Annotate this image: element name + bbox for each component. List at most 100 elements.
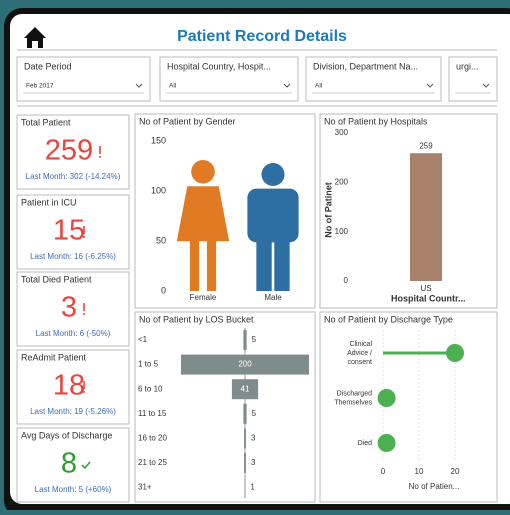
- figure-leg: [274, 227, 290, 291]
- category-label: 6 to 10: [138, 384, 163, 393]
- kpi-value: 15: [53, 215, 85, 247]
- filter[interactable]: Date Period Feb 2017: [16, 56, 151, 102]
- filter-box: [159, 56, 299, 102]
- funnel-bar: [243, 403, 247, 424]
- home-icon[interactable]: [24, 27, 46, 48]
- x-axis-label: Hospital Countr...: [391, 293, 466, 303]
- data-label: 5: [252, 409, 257, 418]
- data-label: 3: [251, 434, 256, 443]
- filter-value: All: [169, 83, 177, 90]
- filter-box: [305, 56, 442, 102]
- data-label: 3: [251, 458, 256, 467]
- x-tick-label: 20: [451, 467, 460, 476]
- check-icon: [81, 461, 91, 470]
- y-tick-label: 200: [335, 177, 349, 186]
- filter-box: [448, 56, 498, 102]
- kpi-value: 18: [53, 370, 85, 402]
- kpi-value: 259: [45, 135, 93, 167]
- data-label: 41: [241, 384, 250, 393]
- funnel-bar: [231, 379, 259, 400]
- filter-box: [16, 56, 151, 102]
- y-tick-label: 0: [344, 276, 349, 285]
- kpi-comparison: Last Month: 19 (-5.26%): [30, 407, 116, 416]
- y-axis-label: No of Patinet: [323, 182, 333, 238]
- category-label: 31+: [138, 483, 152, 492]
- x-tick-label: 10: [415, 467, 424, 476]
- funnel-bar: [244, 428, 246, 449]
- x-tick-label: Male: [264, 293, 282, 302]
- filter-label: urgi...: [456, 61, 479, 71]
- dropdown-chevron: [482, 83, 490, 88]
- chart: No of Patient by Hospitals 0 100 200 300 No o…: [323, 116, 465, 303]
- y-tick-label: 100: [335, 227, 349, 236]
- x-tick-label: Female: [190, 293, 217, 302]
- data-label: 5: [252, 335, 257, 344]
- filter-label: Date Period: [24, 61, 72, 71]
- funnel-bar: [181, 354, 309, 375]
- x-tick-label: US: [420, 284, 431, 293]
- kpi-comparison: Last Month: 5 (+60%): [35, 485, 112, 494]
- funnel-bar: [244, 453, 246, 473]
- data-label: 200: [238, 360, 252, 369]
- lollipop-dot: [446, 344, 464, 362]
- category-label: Clinical Advice / consent: [347, 341, 372, 366]
- gender-figure: [176, 160, 230, 291]
- chart: No of Patient by Discharge Type 0 10 20 Clin…: [324, 314, 464, 491]
- kpi-label: Avg Days of Discharge: [21, 430, 112, 440]
- y-tick-label: 50: [156, 235, 166, 245]
- alert-icon: [83, 236, 85, 238]
- category-label: <1: [138, 335, 148, 344]
- figure-leg: [206, 238, 217, 291]
- category-label: Discharged Themselves: [334, 390, 372, 406]
- category-label: 11 to 15: [138, 409, 167, 418]
- figure-leg: [189, 238, 200, 291]
- kpi-comparison: Last Month: 302 (-14.24%): [26, 172, 121, 181]
- chart-title: No of Patient by LOS Bucket: [139, 314, 254, 324]
- y-tick-label: 0: [161, 285, 166, 295]
- kpi-comparison: Last Month: 6 (-50%): [36, 329, 111, 338]
- category-label: 1 to 5: [138, 360, 159, 369]
- filter-label: Hospital Country, Hospit...: [167, 61, 271, 71]
- bar: [410, 153, 442, 281]
- kpi-value: 3: [61, 292, 77, 324]
- lollipop: [383, 344, 464, 362]
- chart-title: No of Patient by Discharge Type: [324, 314, 453, 324]
- figure-body: [176, 186, 230, 242]
- kpi-label: Total Died Patient: [21, 274, 92, 284]
- y-tick-label: 100: [151, 185, 166, 195]
- chart-panel: [134, 311, 316, 503]
- filter-value: Feb 2017: [26, 83, 54, 90]
- filter[interactable]: Division, Department Na... All: [305, 56, 442, 102]
- filter[interactable]: urgi...: [448, 56, 498, 102]
- page-title: Patient Record Details: [177, 28, 347, 45]
- y-tick-label: 150: [151, 135, 166, 145]
- kpi-card: [16, 427, 130, 503]
- alert-icon: [83, 391, 85, 393]
- kpi-card: [16, 271, 130, 347]
- kpi-card: [16, 349, 130, 425]
- filter[interactable]: Hospital Country, Hospit... All: [159, 56, 299, 102]
- kpi-label: Patient in ICU: [21, 197, 77, 207]
- kpi-value: 8: [61, 448, 77, 480]
- data-label: 1: [250, 483, 255, 492]
- filter-value: All: [315, 83, 323, 90]
- lollipop-dot: [377, 389, 396, 407]
- category-label: 16 to 20: [138, 434, 167, 443]
- kpi-label: Total Patient: [21, 117, 71, 127]
- funnel-bar: [244, 477, 246, 498]
- alert-icon: [99, 156, 101, 158]
- chart-title: No of Patient by Gender: [139, 116, 236, 126]
- funnel-bar: [243, 330, 247, 350]
- x-axis-label: No of Patien...: [409, 482, 460, 491]
- chart-panel: [319, 311, 498, 503]
- figure-leg: [256, 227, 272, 291]
- x-tick-label: 0: [381, 467, 386, 476]
- figure-head: [191, 160, 215, 184]
- kpi-card: [16, 114, 130, 190]
- dropdown-chevron: [283, 83, 291, 88]
- figure-body: [247, 188, 299, 243]
- chart-panel: [319, 113, 498, 309]
- chart: No of Patient by Gender 0 50 100 150 Female Ma…: [139, 116, 299, 302]
- figure-head: [261, 163, 285, 187]
- chart-title: No of Patient by Hospitals: [324, 116, 428, 126]
